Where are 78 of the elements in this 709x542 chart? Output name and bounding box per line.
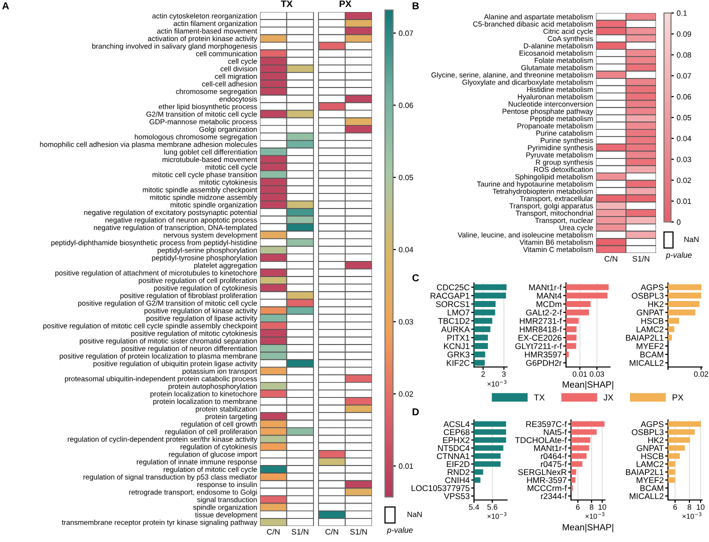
legend-label: PX <box>672 394 684 400</box>
y-tick-label: HMR3597 <box>525 352 562 358</box>
y-tick-label: r2344-f <box>540 492 567 500</box>
y-tick-label: LMO7 <box>448 310 470 316</box>
y-tick-label: KCNJ1 <box>444 343 470 350</box>
y-tick-label: MANt1r-f <box>534 444 567 452</box>
y-tick-label: SORCS1 <box>436 301 470 308</box>
y-tick-label: GLYt7211-r-f <box>515 342 562 350</box>
y-tick-label: NAt5-f <box>544 428 567 436</box>
y-tick-label: GALt2-2-f <box>526 309 562 316</box>
legend-label: TX <box>534 394 545 400</box>
text: TX <box>280 0 293 8</box>
chart-title: D <box>412 408 419 416</box>
y-tick-label: TBC1D2 <box>438 318 470 324</box>
y-tick-label: GNPAT <box>636 310 664 316</box>
y-tick-label: SERGLNexR <box>518 469 566 476</box>
y-tick-label: HSCB <box>641 453 664 460</box>
text: A <box>2 2 9 10</box>
y-tick-label: MANt1r-f <box>529 284 562 290</box>
y-tick-label: BAIAP2L1 <box>626 334 664 341</box>
y-tick-label: EPHX2 <box>443 437 470 444</box>
y-tick-label: MCDm <box>536 301 562 308</box>
y-tick-label: LOC105377975 <box>412 485 470 492</box>
y-tick-label: PITX1 <box>447 334 470 341</box>
y-tick-label: RE3597C-f <box>526 420 567 428</box>
y-tick-label: AGPS <box>640 284 664 290</box>
y-tick-label: VPS53 <box>444 493 470 500</box>
text: PX <box>340 0 352 8</box>
chart-title: C <box>412 274 419 282</box>
x-axis-title: Mean|SHAP| <box>562 524 614 532</box>
y-tick-label: CTNNA1 <box>436 453 470 460</box>
y-tick-label: r0475-f <box>540 460 567 468</box>
bar <box>668 326 674 332</box>
y-tick-label: AURKA <box>441 326 470 332</box>
y-tick-label: OSBPL3 <box>632 429 664 436</box>
bar <box>668 292 702 299</box>
y-tick-label: MICALL2 <box>630 493 664 500</box>
bar <box>668 284 702 290</box>
y-tick-label: LAMC2 <box>636 326 664 332</box>
bar <box>668 309 696 316</box>
y-tick-label: BCAM <box>640 352 664 358</box>
y-tick-label: G6PDH2r <box>526 360 562 366</box>
x-axis-title: Mean|SHAP| <box>562 381 614 390</box>
y-tick-label: r0464-f <box>540 452 567 460</box>
y-tick-label: MANt4 <box>537 292 562 299</box>
y-tick-label: BAIAP2L1 <box>626 469 664 476</box>
y-tick-label: GNPAT <box>636 445 664 452</box>
y-tick-label: TDCHOLAte-f <box>515 436 567 444</box>
y-tick-label: MICALL2 <box>630 360 664 366</box>
y-tick-label: HMR2731-f <box>520 318 562 324</box>
y-tick-label: EX-CE2026 <box>518 334 562 341</box>
y-tick-label: HK2 <box>648 301 664 308</box>
legend-label: JX <box>604 394 614 400</box>
text: B <box>412 2 419 10</box>
y-tick-label: ACSL4 <box>443 421 470 428</box>
y-tick-label: RACGAP1 <box>430 292 470 299</box>
bar <box>668 301 700 307</box>
y-tick-label: MYEF2 <box>636 477 664 484</box>
y-tick-label: EIF2D <box>446 461 470 468</box>
y-tick-label: CEP68 <box>444 429 470 436</box>
y-tick-label: CDC25C <box>436 284 470 290</box>
bar <box>668 334 672 341</box>
y-tick-label: HK2 <box>648 437 664 444</box>
bar <box>668 318 680 324</box>
y-tick-label: MYEF2 <box>636 343 664 350</box>
y-tick-label: HSCB <box>641 318 664 324</box>
y-tick-label: AGPS <box>640 421 664 428</box>
y-tick-label: GRK3 <box>448 352 470 358</box>
y-tick-label: OSBPL3 <box>632 292 664 299</box>
y-tick-label: HMR8418-f <box>520 326 562 332</box>
y-tick-label: KIF2C <box>446 360 470 366</box>
y-tick-label: CNIH4 <box>445 477 470 484</box>
y-tick-label: LAMC2 <box>636 461 664 468</box>
y-tick-label: RND2 <box>448 469 470 476</box>
y-tick-label: HMR-3597 <box>527 477 566 484</box>
y-tick-label: MCCCrm-f <box>528 484 567 492</box>
y-tick-label: NT5DC4 <box>438 445 470 452</box>
y-tick-label: BCAM <box>640 485 664 492</box>
